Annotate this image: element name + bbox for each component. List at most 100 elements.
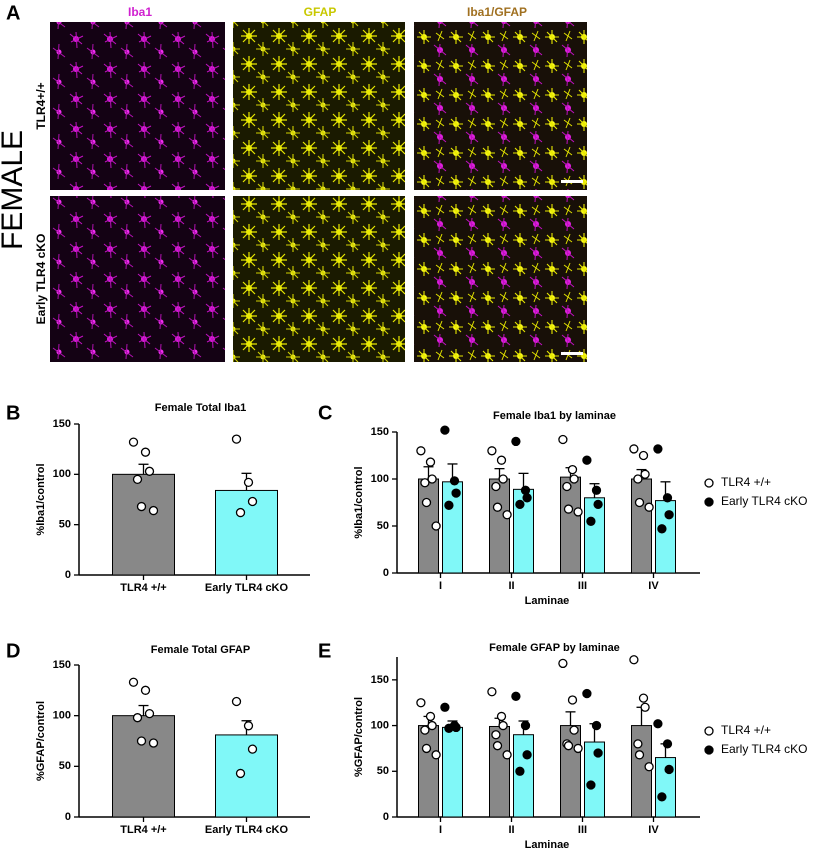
data-point — [662, 493, 673, 503]
data-point — [502, 510, 512, 520]
data-point — [247, 744, 258, 754]
x-tick-label: III — [578, 824, 587, 836]
data-point — [640, 469, 650, 479]
chart-title: Female Iba1 by laminae — [493, 410, 616, 422]
data-point — [633, 474, 643, 484]
data-point — [653, 719, 663, 729]
data-point — [235, 507, 246, 518]
chart: C Female Iba1 by laminae %Iba1/control 0 50 1… — [318, 402, 807, 607]
data-point — [496, 455, 507, 465]
bar — [489, 478, 510, 574]
x-tick-label: III — [578, 580, 587, 592]
data-point — [520, 485, 531, 495]
data-point — [558, 434, 568, 445]
micrograph — [414, 196, 587, 362]
data-point — [629, 655, 639, 665]
panel-label: D — [6, 640, 20, 662]
panel-label: A — [6, 2, 20, 24]
data-point — [420, 725, 430, 735]
data-point — [128, 677, 139, 687]
data-point — [416, 698, 426, 708]
data-point — [451, 488, 461, 498]
bar — [631, 478, 652, 574]
column-title: Iba1/GFAP — [467, 5, 527, 19]
data-point — [496, 711, 507, 722]
y-tick-label: 0 — [383, 567, 389, 579]
data-point — [440, 425, 450, 435]
data-point — [511, 691, 521, 701]
data-point — [569, 725, 579, 735]
data-point — [633, 739, 643, 749]
data-point — [582, 688, 592, 699]
data-point — [634, 497, 645, 508]
data-point — [420, 478, 430, 488]
data-point — [634, 750, 645, 760]
panel-label: B — [6, 402, 20, 424]
y-tick-label: 100 — [371, 719, 389, 731]
data-point — [487, 446, 497, 456]
chart: D Female Total GFAP %GFAP/control 0 50 100 150… — [6, 640, 310, 836]
data-point — [664, 510, 674, 520]
data-point — [567, 464, 578, 475]
bar — [584, 741, 605, 818]
data-point — [136, 736, 147, 746]
y-tick-label: 100 — [53, 468, 71, 480]
micrograph — [233, 22, 405, 190]
y-axis-label: %GFAP/control — [35, 701, 47, 781]
data-point — [498, 720, 508, 731]
data-point — [492, 502, 503, 512]
y-tick-label: 150 — [371, 674, 389, 686]
legend-label: Early TLR4 cKO — [721, 742, 807, 756]
data-point — [140, 685, 151, 695]
micrograph — [50, 196, 225, 362]
legend-marker — [704, 745, 714, 755]
y-tick-label: 0 — [65, 811, 71, 823]
bar — [418, 725, 439, 818]
data-point — [563, 504, 574, 514]
data-point — [657, 792, 667, 802]
column-title: Iba1 — [128, 5, 152, 19]
data-point — [567, 695, 578, 705]
data-point — [427, 720, 437, 731]
micrograph — [233, 196, 405, 362]
data-point — [431, 521, 441, 531]
chart-title: Female Total GFAP — [151, 644, 250, 656]
bar — [560, 725, 581, 818]
bar — [112, 715, 175, 818]
data-point — [644, 502, 654, 512]
x-tick-label: Early TLR4 cKO — [205, 824, 289, 836]
bar — [112, 473, 175, 576]
x-tick-label: II — [508, 824, 514, 836]
data-point — [243, 721, 254, 731]
x-tick-label: IV — [648, 824, 659, 836]
legend-marker — [704, 726, 714, 736]
y-tick-label: 0 — [383, 811, 389, 823]
x-tick-label: I — [439, 824, 442, 836]
data-point — [582, 455, 592, 465]
micrograph — [414, 22, 587, 190]
data-point — [231, 434, 242, 444]
legend-marker — [704, 478, 714, 488]
y-tick-label: 100 — [371, 473, 389, 485]
panel-label: C — [318, 402, 332, 424]
data-point — [520, 720, 531, 731]
data-point — [502, 750, 512, 760]
data-point — [148, 505, 159, 516]
x-tick-label: I — [439, 580, 442, 592]
bar — [631, 725, 652, 818]
data-point — [425, 711, 436, 722]
data-point — [444, 723, 454, 733]
panel-a: A Iba1 GFAP Iba1/GFAP FEMALE TLR4+/+ Ear… — [0, 2, 587, 362]
data-point — [638, 450, 649, 461]
x-tick-label: TLR4 +/+ — [120, 824, 166, 836]
x-tick-label: IV — [648, 580, 659, 592]
data-point — [593, 748, 603, 758]
scale-bar — [561, 352, 583, 355]
y-tick-label: 150 — [53, 659, 71, 671]
data-point — [591, 720, 602, 731]
y-tick-label: 0 — [65, 569, 71, 581]
data-point — [638, 693, 649, 703]
data-point — [487, 687, 497, 697]
y-axis-label: %GFAP/control — [353, 697, 365, 777]
